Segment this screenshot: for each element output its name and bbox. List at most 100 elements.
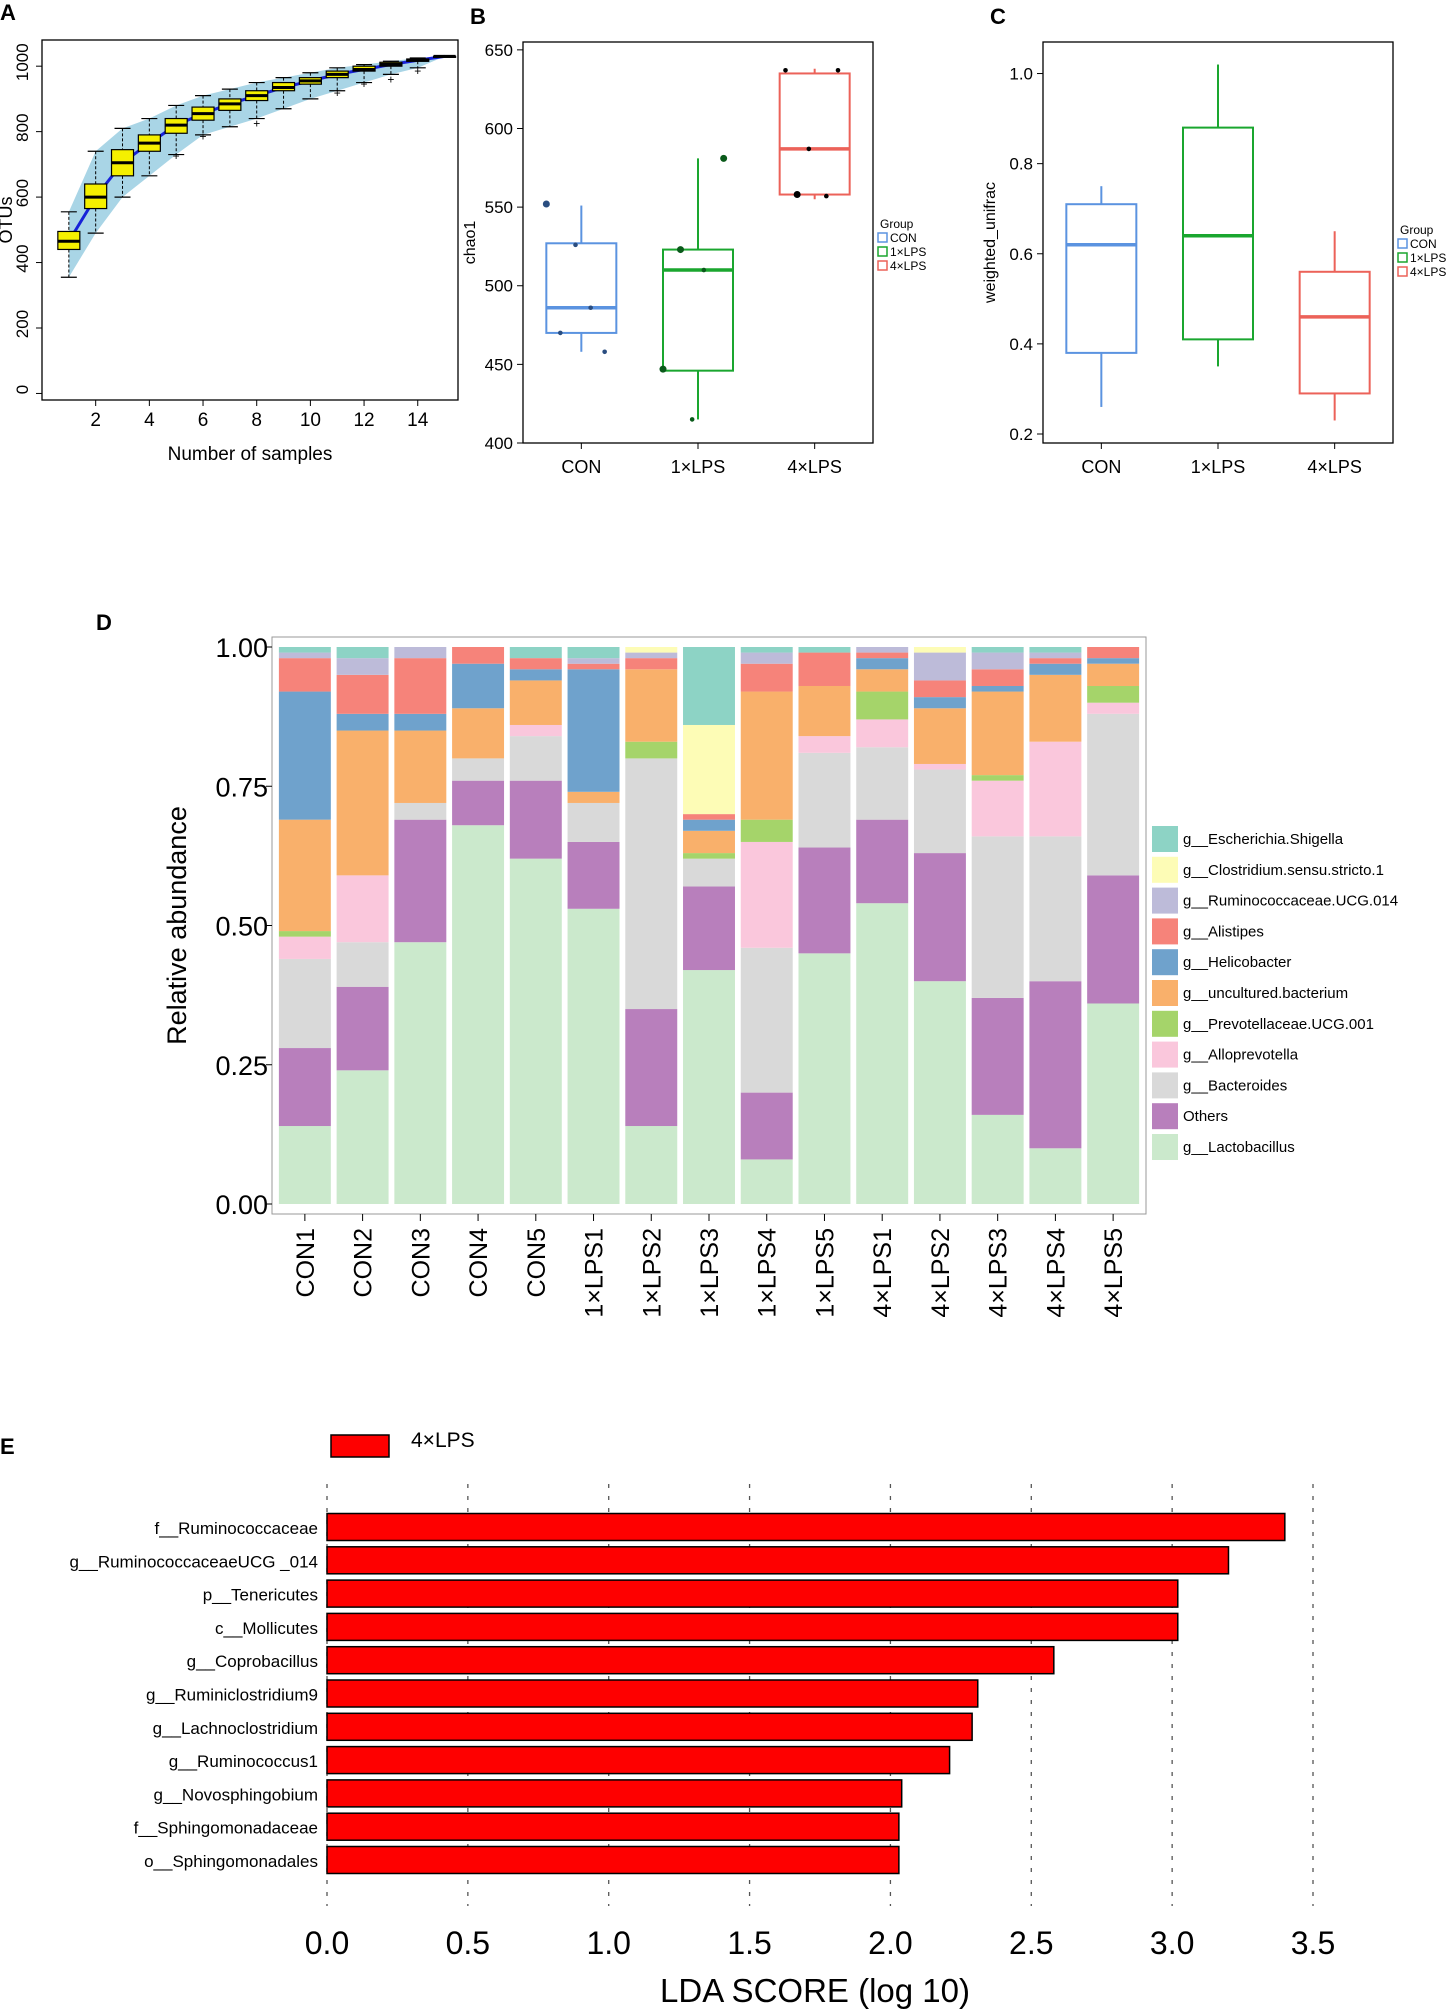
bar-segment bbox=[625, 658, 678, 670]
legend-key bbox=[1152, 949, 1178, 976]
y-tick-label: 500 bbox=[485, 277, 513, 296]
bar-segment bbox=[1087, 658, 1140, 664]
legend-label: CON bbox=[890, 231, 917, 245]
y-tick-label: 0.8 bbox=[1009, 155, 1033, 174]
bar-segment bbox=[683, 819, 735, 831]
bar-segment bbox=[278, 819, 331, 932]
x-tick-label: 1×LPS1 bbox=[581, 1228, 609, 1318]
bar-segment bbox=[856, 658, 909, 670]
bar-segment bbox=[567, 669, 620, 792]
bar-segment bbox=[625, 647, 678, 653]
legend-key bbox=[1152, 1134, 1178, 1160]
legend-key bbox=[1152, 1072, 1178, 1099]
legend-key bbox=[1397, 252, 1408, 263]
box-1 bbox=[1182, 126, 1254, 341]
bar-segment bbox=[798, 652, 851, 686]
legend-label: 4×LPS bbox=[411, 1429, 475, 1452]
legend-label: g__Clostridium.sensu.stricto.1 bbox=[1183, 862, 1384, 879]
legend-key bbox=[1152, 826, 1178, 852]
bar-segment bbox=[1087, 875, 1140, 1004]
data-point bbox=[659, 365, 667, 373]
lda-bar bbox=[326, 1679, 979, 1708]
bar-segment bbox=[336, 674, 389, 714]
bar-segment bbox=[856, 719, 909, 748]
bar-segment bbox=[509, 669, 562, 681]
x-tick-label: 6 bbox=[198, 410, 209, 431]
legend-label: g__Bacteroides bbox=[1183, 1077, 1287, 1094]
data-point bbox=[602, 349, 607, 355]
bar-segment bbox=[452, 758, 505, 781]
bar-segment bbox=[683, 858, 735, 887]
x-tick-label: CON1 bbox=[292, 1228, 320, 1297]
x-tick-label: CON4 bbox=[465, 1228, 493, 1298]
panel-label-c: C bbox=[990, 4, 1006, 29]
legend-key bbox=[1397, 266, 1408, 277]
legend-label: g__Alloprevotella bbox=[1183, 1047, 1299, 1064]
bar-segment bbox=[509, 736, 562, 781]
bar-segment bbox=[509, 647, 562, 659]
bar-segment bbox=[740, 652, 793, 664]
bar-segment bbox=[394, 730, 447, 803]
bar-segment bbox=[683, 886, 735, 971]
bar-segment bbox=[1029, 658, 1082, 664]
legend-key bbox=[1152, 1103, 1178, 1130]
legend-key bbox=[877, 232, 888, 243]
bar-segment bbox=[740, 1159, 793, 1204]
y-tick-label: 0.50 bbox=[215, 912, 268, 942]
bar-segment bbox=[913, 763, 966, 770]
bar-segment bbox=[798, 685, 851, 737]
legend-label: 4×LPS bbox=[1410, 265, 1446, 279]
bar-segment bbox=[798, 647, 851, 653]
bar-segment bbox=[394, 942, 447, 1204]
x-tick-label: 1×LPS bbox=[1191, 457, 1246, 477]
legend-label: CON bbox=[1410, 237, 1437, 251]
legend-key bbox=[1152, 1041, 1178, 1068]
outlier-point: + bbox=[361, 77, 368, 91]
x-tick-label: 4×LPS5 bbox=[1100, 1228, 1128, 1318]
y-tick-label: 650 bbox=[485, 41, 513, 60]
y-tick-label: g__Lachnoclostridium bbox=[153, 1719, 318, 1738]
bar-segment bbox=[1087, 663, 1140, 686]
bar-segment bbox=[683, 970, 735, 1204]
bar-segment bbox=[856, 669, 909, 692]
bar-segment bbox=[798, 752, 851, 848]
bar-segment bbox=[683, 647, 735, 725]
lda-bar bbox=[326, 1845, 900, 1875]
bar-segment bbox=[971, 780, 1024, 837]
legend-title: Group bbox=[1400, 223, 1434, 237]
bar-segment bbox=[336, 942, 389, 987]
legend-label: 1×LPS bbox=[890, 245, 926, 259]
y-tick-label: g__Novosphingobium bbox=[154, 1785, 318, 1804]
data-point bbox=[835, 68, 841, 73]
y-tick-label: 800 bbox=[13, 113, 32, 141]
bar-segment bbox=[913, 708, 966, 764]
y-tick-label: 0.75 bbox=[215, 772, 268, 802]
bar-segment bbox=[278, 931, 331, 937]
x-tick-label: CON2 bbox=[350, 1228, 378, 1297]
data-point bbox=[588, 305, 593, 311]
panel-label-b: B bbox=[470, 4, 486, 29]
bar-segment bbox=[509, 724, 562, 737]
bar-segment bbox=[740, 841, 793, 948]
bar-segment bbox=[971, 669, 1024, 686]
bar-segment bbox=[336, 875, 389, 943]
x-tick-label: 1×LPS4 bbox=[754, 1228, 782, 1318]
bar-segment bbox=[971, 836, 1024, 998]
bar-segment bbox=[625, 1009, 678, 1127]
lda-bar bbox=[326, 1612, 1179, 1642]
bar-segment bbox=[394, 802, 447, 820]
y-tick-label: 600 bbox=[13, 179, 32, 207]
y-tick-label: 0.4 bbox=[1009, 335, 1033, 354]
legend-label: Others bbox=[1183, 1108, 1228, 1125]
bar-segment bbox=[336, 1070, 389, 1204]
y-tick-label: 0.25 bbox=[215, 1051, 268, 1081]
bar-segment bbox=[278, 1126, 331, 1204]
bar-segment bbox=[1087, 685, 1140, 703]
bar-segment bbox=[625, 652, 678, 659]
bar-segment bbox=[452, 708, 505, 759]
x-tick-label: 4×LPS bbox=[1307, 457, 1362, 477]
box-2 bbox=[778, 72, 851, 196]
data-point bbox=[558, 330, 563, 336]
data-point bbox=[720, 154, 728, 162]
